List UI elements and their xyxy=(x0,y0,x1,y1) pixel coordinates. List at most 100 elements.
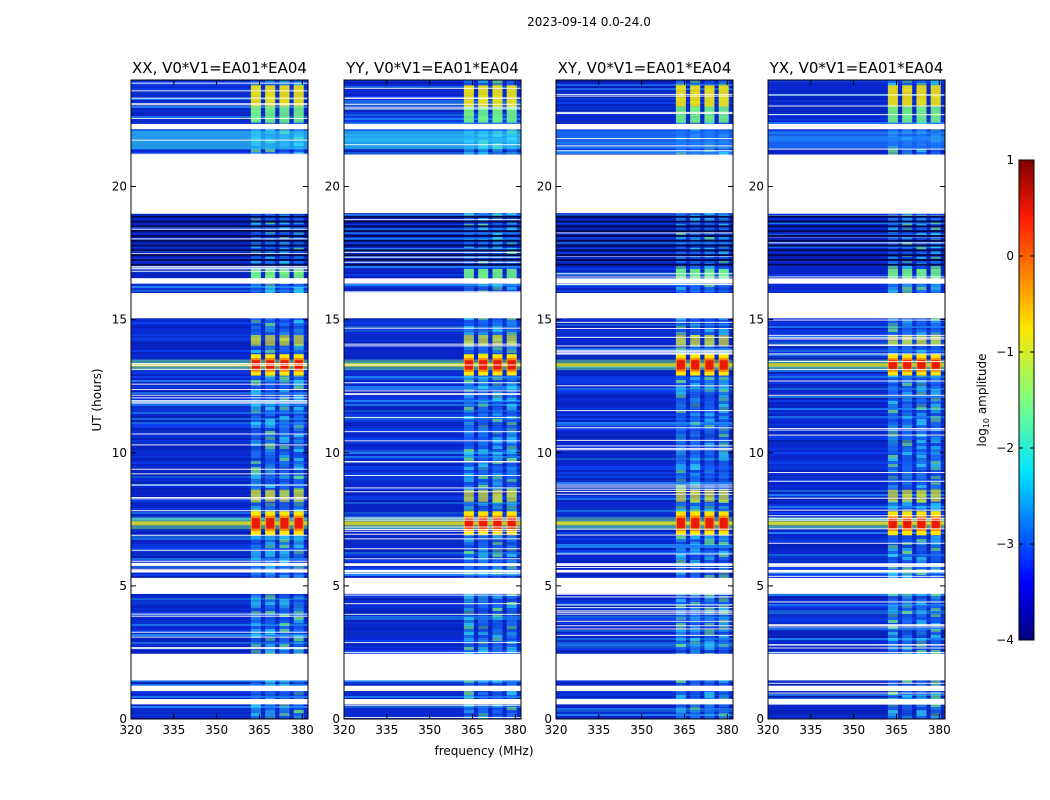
rfi-band-cell xyxy=(718,434,729,437)
noise-row xyxy=(556,318,733,320)
rfi-top-block xyxy=(250,85,261,107)
rfi-band-cell xyxy=(250,395,261,398)
noise-row xyxy=(556,326,733,328)
rfi-band-cell xyxy=(250,326,261,329)
y-tick-label: 20 xyxy=(325,180,340,194)
noise-row xyxy=(556,108,733,110)
rfi-band-cell xyxy=(463,611,474,614)
flag-line xyxy=(344,491,521,493)
noise-row xyxy=(768,390,945,392)
flag-line xyxy=(131,401,308,403)
rfi-band-cell xyxy=(704,572,715,575)
rfi-band-cell xyxy=(492,332,503,335)
rfi-band-cell xyxy=(506,647,517,650)
flagged-gap xyxy=(556,563,733,566)
rfi-band-cell xyxy=(675,257,686,260)
rfi-band-cell xyxy=(463,647,474,650)
noise-row xyxy=(556,218,733,220)
rfi-band-cell xyxy=(718,251,729,254)
noise-row xyxy=(344,542,521,544)
noise-row xyxy=(556,102,733,104)
rfi-band-cell xyxy=(478,323,489,326)
rfi-band-cell xyxy=(916,389,927,392)
noise-row xyxy=(131,426,308,428)
rfi-band-cell xyxy=(293,488,304,491)
flag-line xyxy=(344,106,521,108)
noise-row xyxy=(768,640,945,642)
flag-line xyxy=(131,104,308,106)
rfi-band-cell xyxy=(690,536,701,539)
rfi-band-cell xyxy=(279,233,290,236)
rfi-band-cell xyxy=(250,80,261,83)
rfi-band-cell xyxy=(492,629,503,632)
noise-row xyxy=(344,624,521,626)
rfi-band-cell xyxy=(279,242,290,245)
rfi-band-cell xyxy=(293,446,304,449)
rfi-band-cell xyxy=(293,242,304,245)
noise-row xyxy=(768,150,945,152)
rfi-band-cell xyxy=(902,455,913,458)
noise-row xyxy=(768,356,945,358)
noise-row xyxy=(131,624,308,626)
noise-row xyxy=(556,120,733,122)
rfi-band-cell xyxy=(478,470,489,473)
rfi-band-cell xyxy=(902,266,913,269)
rfi-band-cell xyxy=(492,422,503,425)
noise-row xyxy=(344,612,521,614)
dark-line xyxy=(556,234,733,237)
rfi-band-cell xyxy=(506,605,517,608)
rfi-band-cell xyxy=(265,332,276,335)
noise-row xyxy=(131,572,308,574)
rfi-band-cell xyxy=(279,452,290,455)
flag-line xyxy=(344,558,521,560)
noise-row xyxy=(556,698,733,700)
rfi-band-cell xyxy=(250,332,261,335)
flag-line xyxy=(344,394,521,396)
rfi-band-cell xyxy=(675,395,686,398)
rfi-band-cell xyxy=(463,446,474,449)
rfi-band-cell xyxy=(704,605,715,608)
noise-row xyxy=(768,618,945,620)
noise-row xyxy=(131,334,308,336)
rfi-band-cell xyxy=(887,695,898,698)
rfi-band-cell xyxy=(902,350,913,353)
rfi-band-cell xyxy=(675,212,686,215)
noise-row xyxy=(768,414,945,416)
rfi-band-cell xyxy=(718,446,729,449)
noise-row xyxy=(344,246,521,248)
rfi-band-cell xyxy=(265,461,276,464)
noise-row xyxy=(344,152,521,154)
event-halo xyxy=(718,489,729,502)
rfi-band-cell xyxy=(916,152,927,155)
flag-line xyxy=(556,493,733,495)
rfi-band-cell xyxy=(902,608,913,611)
rfi-band-cell xyxy=(478,83,489,86)
rfi-band-cell xyxy=(478,317,489,320)
rfi-band-cell xyxy=(250,548,261,551)
rfi-band-cell xyxy=(718,410,729,413)
noise-row xyxy=(131,290,308,292)
noise-row xyxy=(131,288,308,290)
noise-row xyxy=(768,288,945,290)
noise-row xyxy=(131,708,308,710)
noise-row xyxy=(344,232,521,234)
noise-row xyxy=(556,322,733,324)
noise-row xyxy=(556,546,733,548)
noise-row xyxy=(344,468,521,470)
noise-row xyxy=(131,414,308,416)
noise-row xyxy=(768,512,945,514)
rfi-band-cell xyxy=(887,473,898,476)
rfi-band-cell xyxy=(704,476,715,479)
rfi-band-cell xyxy=(902,347,913,350)
rfi-band-cell xyxy=(690,83,701,86)
rfi-band-cell xyxy=(478,554,489,557)
rfi-band-cell xyxy=(916,473,927,476)
rfi-band-cell xyxy=(250,482,261,485)
rfi-band-cell xyxy=(492,503,503,506)
noise-row xyxy=(556,422,733,424)
rfi-band-cell xyxy=(250,287,261,290)
rfi-band-cell xyxy=(718,542,729,545)
rfi-block xyxy=(293,269,304,280)
dark-line xyxy=(556,249,733,252)
noise-row xyxy=(556,612,733,614)
